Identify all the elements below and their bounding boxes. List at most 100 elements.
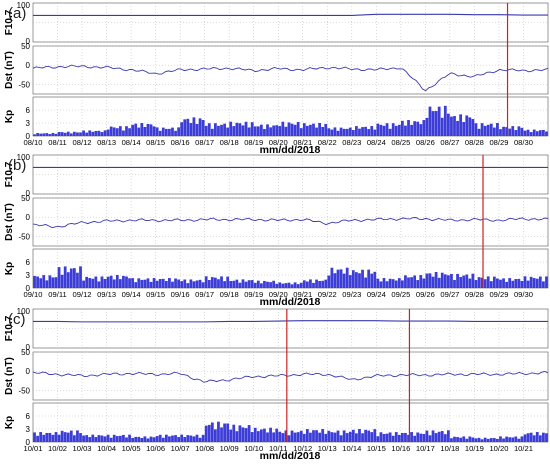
kp-bar bbox=[453, 436, 456, 442]
kp-bar bbox=[183, 119, 187, 136]
kp-bar bbox=[443, 105, 447, 136]
kp-bar bbox=[339, 269, 343, 288]
kp-bar bbox=[401, 280, 404, 288]
kp-bar bbox=[318, 280, 322, 288]
x-axis-title: mm/dd/2018 bbox=[260, 296, 321, 308]
kp-bar bbox=[109, 437, 113, 442]
date-tick-label: 10/04 bbox=[97, 444, 116, 453]
kp-bar bbox=[358, 273, 361, 288]
date-tick-label: 10/16 bbox=[391, 444, 410, 453]
kp-bar bbox=[168, 436, 171, 442]
kp-bar bbox=[85, 435, 89, 442]
kp-bar bbox=[204, 125, 208, 136]
x-axis-title: mm/dd/2018 bbox=[260, 144, 321, 156]
kp-bar bbox=[397, 124, 401, 136]
kp-bar bbox=[437, 431, 441, 442]
kp-bar bbox=[115, 436, 119, 442]
kp-bar bbox=[192, 117, 196, 136]
kp-bar bbox=[542, 432, 545, 442]
kp-bar bbox=[446, 430, 450, 442]
kp-bar bbox=[459, 114, 463, 136]
kp-bar bbox=[324, 123, 328, 136]
dst-axis-title: Dst (nT) bbox=[4, 203, 15, 241]
kp-bar bbox=[517, 126, 521, 136]
kp-bar bbox=[168, 128, 171, 136]
kp-bar bbox=[266, 124, 269, 136]
kp-bar bbox=[82, 435, 85, 442]
f107-tick-label: 0 bbox=[26, 189, 31, 198]
kp-bar bbox=[122, 434, 125, 442]
kp-bar bbox=[434, 111, 438, 136]
kp-bar bbox=[91, 131, 95, 136]
dst-tick-label: 50 bbox=[21, 348, 30, 357]
dst-tick-label: 0 bbox=[26, 213, 31, 222]
kp-tick-label: 0 bbox=[26, 284, 31, 293]
kp-bar bbox=[259, 124, 263, 136]
kp-bar bbox=[523, 434, 527, 442]
kp-bar bbox=[112, 127, 116, 136]
kp-bar bbox=[54, 133, 58, 136]
kp-bar bbox=[446, 275, 450, 288]
kp-bar bbox=[385, 433, 389, 442]
kp-bar bbox=[440, 272, 444, 288]
kp-tick-label: 6 bbox=[26, 412, 31, 421]
kp-bar bbox=[143, 436, 147, 442]
kp-bar bbox=[538, 435, 542, 442]
kp-bar bbox=[376, 123, 380, 136]
kp-bar bbox=[263, 128, 266, 136]
kp-bar bbox=[229, 280, 233, 288]
kp-bar bbox=[404, 275, 407, 288]
kp-bar bbox=[333, 273, 337, 288]
kp-bar bbox=[192, 281, 196, 288]
kp-bar bbox=[207, 280, 211, 288]
kp-bar bbox=[235, 279, 239, 288]
kp-bar bbox=[155, 280, 159, 288]
kp-bar bbox=[171, 127, 174, 136]
kp-bar bbox=[164, 128, 168, 136]
dst-series-line bbox=[32, 217, 549, 229]
date-tick-label: 08/20 bbox=[269, 138, 288, 147]
kp-bar bbox=[137, 436, 141, 442]
kp-bar bbox=[146, 438, 150, 442]
panel-label: (b) bbox=[8, 157, 26, 174]
kp-bar bbox=[186, 283, 190, 288]
kp-bar bbox=[532, 278, 536, 288]
date-tick-label: 10/08 bbox=[195, 444, 214, 453]
kp-bar bbox=[520, 280, 524, 288]
kp-bar bbox=[315, 127, 318, 136]
kp-bar bbox=[315, 430, 318, 442]
kp-bar bbox=[91, 434, 95, 442]
kp-bar bbox=[118, 279, 122, 288]
kp-bar bbox=[465, 438, 469, 442]
kp-bar bbox=[379, 124, 383, 136]
kp-bar bbox=[453, 116, 456, 136]
kp-bar bbox=[520, 436, 524, 442]
kp-bar bbox=[413, 435, 417, 442]
kp-bar bbox=[33, 432, 36, 442]
kp-bar bbox=[324, 279, 328, 288]
kp-bar bbox=[502, 438, 505, 442]
date-tick-label: 09/10 bbox=[23, 290, 42, 299]
kp-bar bbox=[489, 123, 493, 136]
kp-bar bbox=[214, 277, 217, 288]
kp-bar bbox=[388, 128, 392, 136]
kp-axis-title: Kp bbox=[4, 416, 15, 429]
kp-bar bbox=[275, 125, 279, 136]
kp-bar bbox=[155, 127, 159, 136]
dst-axes-frame bbox=[32, 197, 549, 247]
kp-bar bbox=[471, 273, 475, 288]
kp-bar bbox=[474, 123, 478, 136]
kp-bar bbox=[397, 434, 401, 442]
kp-bar bbox=[284, 430, 288, 442]
kp-bar bbox=[152, 126, 156, 136]
kp-bar bbox=[82, 130, 85, 136]
kp-bar bbox=[505, 127, 508, 136]
date-tick-label: 08/30 bbox=[514, 138, 533, 147]
kp-bar bbox=[220, 124, 223, 136]
kp-bar bbox=[128, 434, 131, 442]
kp-bar bbox=[456, 120, 459, 136]
kp-bar bbox=[164, 280, 168, 288]
date-tick-label: 08/26 bbox=[416, 138, 435, 147]
date-tick-label: 09/22 bbox=[318, 290, 337, 299]
kp-bar bbox=[232, 424, 236, 442]
